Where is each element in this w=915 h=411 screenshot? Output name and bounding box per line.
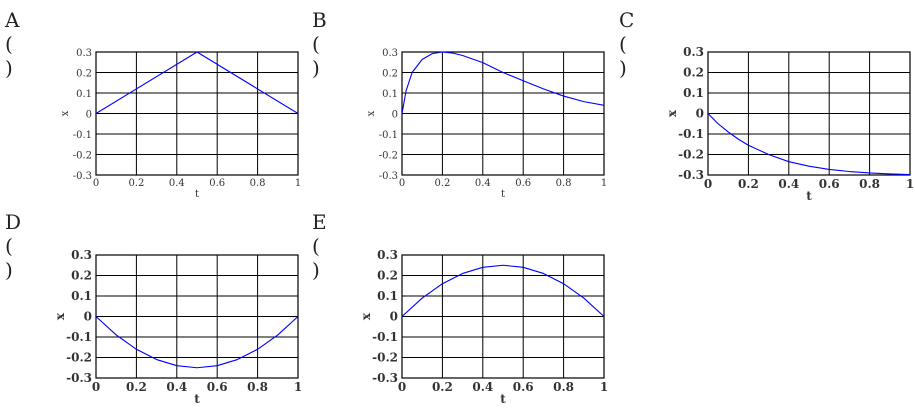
y-tick-label: -0.2 [678, 148, 704, 162]
x-tick-label: 0.2 [128, 178, 144, 189]
x-tick-label: 0.6 [513, 380, 534, 394]
y-tick-label: 0.2 [76, 69, 92, 80]
y-tick-label: 0.2 [71, 269, 92, 283]
y-tick-label: 0.3 [76, 48, 92, 59]
y-tick-label: -0.2 [66, 351, 92, 365]
y-tick-label: -0.3 [73, 171, 92, 182]
x-tick-label: 0.8 [859, 177, 880, 191]
panel-a-label: A ( ) [5, 8, 21, 80]
panel-d-label: D ( ) [5, 210, 23, 282]
y-tick-label: -0.3 [678, 168, 704, 182]
y-tick-label: 0 [86, 110, 92, 121]
series-line [401, 264, 605, 317]
x-tick-label: 0 [704, 177, 712, 191]
panel-c-label: C ( ) [619, 8, 636, 80]
y-tick-label: 0.1 [71, 289, 92, 303]
panel-b-label: B ( ) [312, 8, 328, 80]
y-tick-label: 0.1 [76, 89, 92, 100]
y-tick-label: -0.1 [66, 330, 92, 344]
y-tick-label: 0.3 [683, 45, 704, 59]
y-tick-label: -0.2 [372, 351, 398, 365]
y-tick-label: -0.1 [372, 330, 398, 344]
y-tick-label: 0 [84, 310, 92, 324]
x-tick-label: 1 [294, 380, 302, 394]
x-tick-label: 0.8 [556, 178, 572, 189]
x-tick-label: 0.8 [553, 380, 574, 394]
x-tick-label: 0.6 [515, 178, 531, 189]
y-tick-label: -0.2 [73, 151, 92, 162]
x-axis-label: t [501, 189, 505, 200]
y-axis-label: x [359, 312, 373, 320]
y-tick-label: 0 [696, 107, 704, 121]
x-tick-label: 0 [93, 178, 99, 189]
y-tick-label: -0.1 [678, 127, 704, 141]
y-axis-label: x [53, 312, 67, 320]
x-tick-label: 0.2 [126, 380, 147, 394]
x-tick-label: 0 [92, 380, 100, 394]
x-tick-label: 0.4 [166, 380, 187, 394]
x-tick-label: 0.6 [209, 178, 225, 189]
panel-e-label: E ( ) [312, 210, 328, 282]
y-tick-label: 0 [392, 110, 398, 121]
series-line [95, 51, 299, 114]
y-axis-label: x [366, 110, 377, 116]
x-tick-label: 1 [906, 177, 914, 191]
y-tick-label: 0.3 [382, 48, 398, 59]
x-tick-label: 1 [601, 178, 607, 189]
x-tick-label: 0.6 [819, 177, 840, 191]
x-tick-label: 0 [399, 178, 405, 189]
x-axis-label: t [194, 392, 200, 406]
x-tick-label: 0.2 [432, 380, 453, 394]
y-tick-label: -0.2 [379, 151, 398, 162]
x-tick-label: 0.8 [247, 380, 268, 394]
x-tick-label: 0.8 [250, 178, 266, 189]
y-tick-label: 0.1 [683, 86, 704, 100]
y-tick-label: -0.3 [372, 371, 398, 385]
y-tick-label: 0.2 [382, 69, 398, 80]
x-axis-label: t [195, 189, 199, 200]
y-tick-label: -0.3 [66, 371, 92, 385]
x-tick-label: 0.4 [475, 178, 491, 189]
x-axis-label: t [500, 392, 506, 406]
series-line [707, 113, 911, 176]
x-tick-label: 1 [295, 178, 301, 189]
series-line [401, 51, 605, 114]
x-tick-label: 0.4 [472, 380, 493, 394]
y-axis-label: x [665, 109, 679, 117]
series-line [95, 316, 299, 369]
x-tick-label: 1 [600, 380, 608, 394]
y-tick-label: -0.1 [73, 130, 92, 141]
y-tick-label: 0.1 [382, 89, 398, 100]
x-tick-label: 0.4 [169, 178, 185, 189]
y-tick-label: 0.1 [377, 289, 398, 303]
y-tick-label: 0.3 [377, 248, 398, 262]
y-tick-label: -0.3 [379, 171, 398, 182]
x-tick-label: 0.4 [778, 177, 799, 191]
y-axis-label: x [60, 110, 71, 116]
y-tick-label: 0 [390, 310, 398, 324]
x-tick-label: 0.6 [207, 380, 228, 394]
x-axis-label: t [806, 189, 812, 203]
y-tick-label: 0.2 [377, 269, 398, 283]
y-tick-label: 0.3 [71, 248, 92, 262]
x-tick-label: 0 [398, 380, 406, 394]
x-tick-label: 0.2 [738, 177, 759, 191]
y-tick-label: 0.2 [683, 66, 704, 80]
x-tick-label: 0.2 [434, 178, 450, 189]
y-tick-label: -0.1 [379, 130, 398, 141]
